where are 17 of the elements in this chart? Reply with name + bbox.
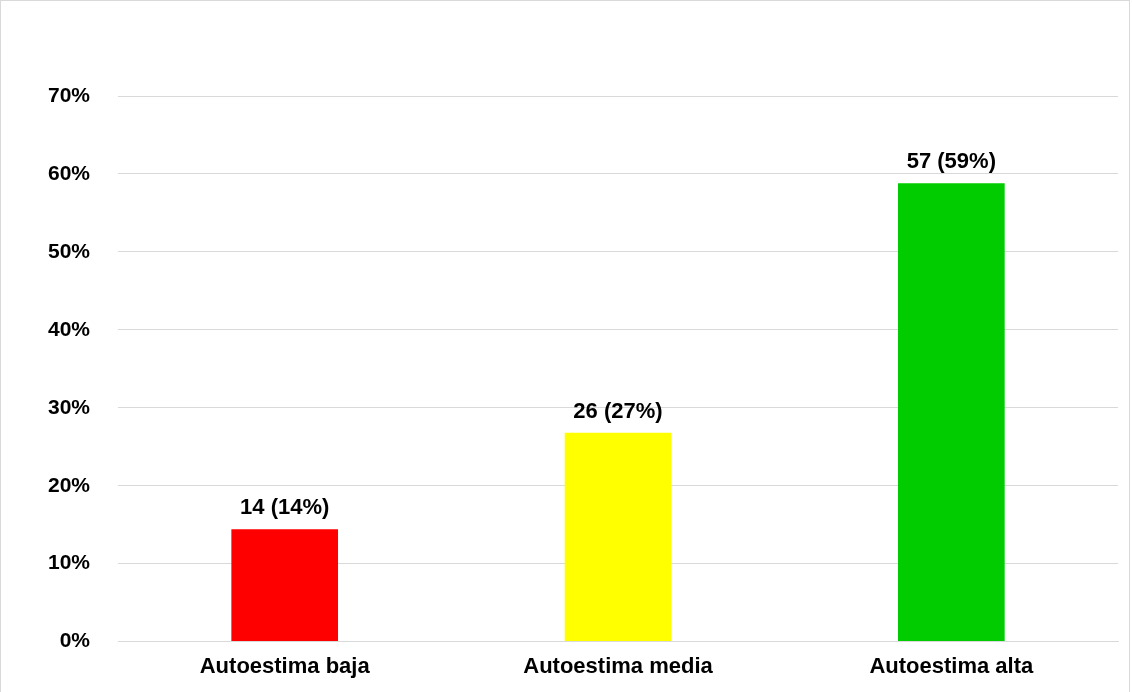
bar [564,432,672,642]
data-label: 26 (27%) [573,397,663,423]
bar [898,183,1005,642]
y-tick-label: 20% [48,472,91,496]
y-tick-label: 60% [48,160,91,184]
y-tick-label: 30% [48,394,91,418]
y-tick-label: 40% [48,316,91,340]
bar [231,529,339,642]
x-tick-label: Autoestima baja [199,652,371,678]
y-tick-label: 0% [59,628,91,652]
y-tick-label: 50% [48,238,91,262]
y-tick-label: 70% [48,82,91,106]
x-tick-label: Autoestima media [523,652,714,678]
data-label: 57 (59%) [906,148,996,174]
x-tick-label: Autoestima alta [869,652,1035,678]
y-tick-label: 10% [48,550,91,574]
data-label: 14 (14%) [240,494,330,520]
